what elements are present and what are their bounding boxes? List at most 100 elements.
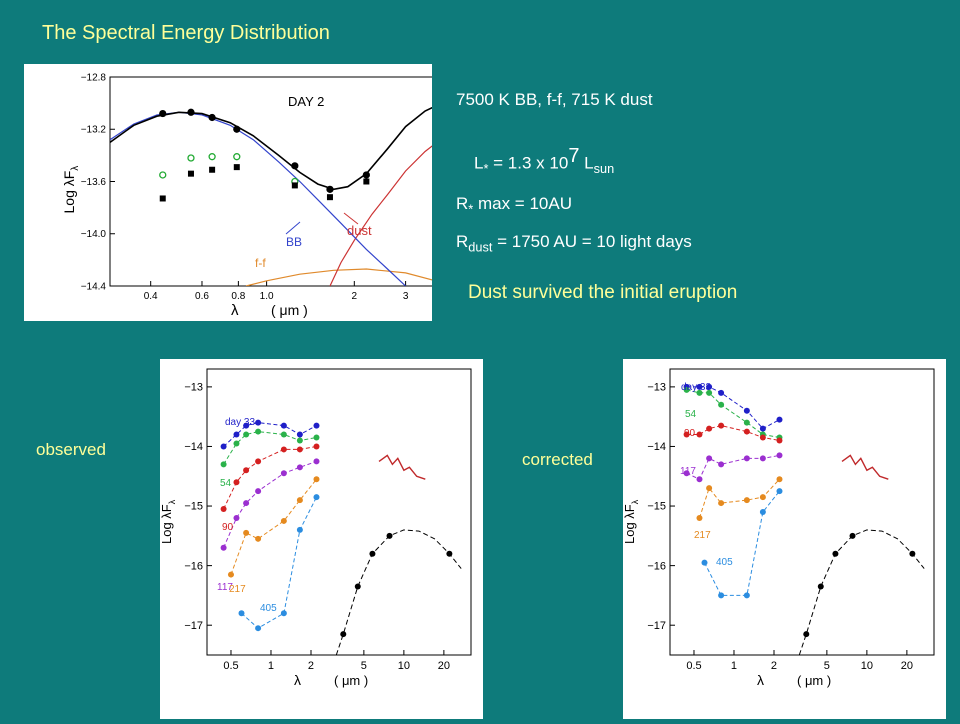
series-point bbox=[243, 431, 250, 438]
filled-circle-point bbox=[233, 125, 241, 133]
series-point bbox=[759, 434, 766, 441]
corrected-label: corrected bbox=[522, 450, 593, 469]
rstar-symbol: R bbox=[456, 194, 469, 213]
x-axis-symbol: λ bbox=[294, 672, 301, 688]
plot-frame bbox=[109, 76, 443, 287]
series-line bbox=[686, 389, 780, 438]
lum-unit: L bbox=[579, 153, 594, 173]
open-circle-point bbox=[159, 171, 167, 179]
filled-circle-point bbox=[187, 108, 195, 116]
series-point bbox=[718, 592, 725, 599]
series-point bbox=[743, 407, 750, 414]
x-tick-label: 0.4 bbox=[144, 291, 158, 302]
square-point bbox=[209, 166, 216, 173]
x-tick-label: 20 bbox=[438, 660, 450, 672]
series-point bbox=[313, 458, 320, 465]
x-tick-label: 0.5 bbox=[686, 660, 701, 672]
y-axis-label-main: Log λF bbox=[61, 171, 77, 214]
series-point bbox=[255, 625, 262, 632]
series-point bbox=[683, 431, 690, 438]
dust-point bbox=[817, 583, 824, 590]
rdust-line: Rdust = 1750 AU = 10 light days bbox=[456, 232, 692, 254]
series-point bbox=[313, 434, 320, 441]
x-axis-symbol: λ bbox=[757, 672, 764, 688]
x-axis-symbol: λ bbox=[231, 302, 239, 319]
series-point bbox=[313, 422, 320, 429]
series-point bbox=[243, 529, 250, 536]
dust-point bbox=[909, 550, 916, 557]
series-point bbox=[296, 526, 303, 533]
series-point bbox=[255, 488, 262, 495]
series-point bbox=[280, 470, 287, 477]
rstar-star: * bbox=[468, 201, 474, 217]
series-point bbox=[696, 389, 703, 396]
y-tick-label: −14 bbox=[184, 441, 203, 453]
series-point bbox=[718, 389, 725, 396]
x-axis-units: ( μm ) bbox=[271, 302, 308, 318]
series-point bbox=[743, 428, 750, 435]
series-label: day 33 bbox=[681, 382, 711, 393]
dust-point bbox=[386, 532, 393, 539]
chart-day2-panel: 0.4 0.6 0.8 1.0 2 3 −12.8 −13.2 −13.6 −14.0 −14.4 λ… bbox=[24, 64, 443, 321]
total-curve bbox=[110, 102, 442, 191]
open-circle-point bbox=[187, 154, 195, 162]
series-point bbox=[759, 509, 766, 515]
square-point bbox=[187, 170, 194, 177]
square-point bbox=[363, 178, 370, 185]
series-point bbox=[220, 461, 227, 468]
series-line bbox=[223, 460, 317, 548]
chart-observed-panel: 0.5 1 2 5 10 20 −13 −14 −15 −16 −17 λ( μm ) Log λFλ d… bbox=[159, 359, 483, 719]
y-tick-label: −16 bbox=[184, 560, 203, 572]
series-point bbox=[743, 419, 750, 426]
series-point bbox=[706, 455, 713, 462]
y-tick-label: −15 bbox=[647, 501, 666, 513]
y-tick-label: −17 bbox=[184, 620, 203, 632]
chart-corrected: 0.5 1 2 5 10 20−13−14−15−16−17λ( μm )Log λFλd… bbox=[622, 368, 935, 688]
ff-label: f-f bbox=[255, 256, 266, 270]
y-axis-label: Log λFλ bbox=[160, 499, 177, 544]
series-point bbox=[233, 440, 240, 447]
filled-circle-point bbox=[208, 113, 216, 122]
series-point bbox=[776, 476, 783, 483]
series-label: 217 bbox=[694, 530, 711, 541]
series-point bbox=[243, 422, 250, 429]
dust-point bbox=[369, 550, 376, 557]
series-point bbox=[743, 455, 750, 462]
x-tick-label: 2 bbox=[308, 660, 314, 672]
lum-exponent: 7 bbox=[568, 145, 580, 167]
y-tick-label: −15 bbox=[184, 501, 203, 513]
y-tick-label: −12.8 bbox=[81, 72, 107, 83]
dust-spectrum-line bbox=[841, 454, 889, 480]
series-point bbox=[233, 479, 240, 486]
dust-point bbox=[354, 583, 361, 590]
y-tick-label: −17 bbox=[647, 620, 666, 632]
filled-circle-point bbox=[159, 109, 167, 118]
dust-label: dust bbox=[347, 223, 372, 238]
y-tick-label: −13.6 bbox=[81, 177, 107, 188]
y-tick-label: −14.0 bbox=[81, 229, 107, 240]
series-point bbox=[243, 467, 250, 474]
x-tick-label: 0.8 bbox=[231, 291, 245, 302]
y-tick-label: −13 bbox=[184, 382, 203, 394]
series-point bbox=[706, 383, 713, 390]
x-tick-label: 1 bbox=[268, 660, 274, 672]
x-tick-label: 1 bbox=[731, 660, 737, 672]
luminosity-line: L* = 1.3 x 107 Lsun bbox=[474, 145, 614, 176]
series-point bbox=[280, 431, 287, 438]
y-tick-label: −14.4 bbox=[81, 281, 107, 292]
series-point bbox=[280, 422, 287, 429]
series-line bbox=[241, 496, 317, 629]
series-point bbox=[280, 517, 287, 524]
series-point bbox=[255, 419, 262, 426]
series-label: 217 bbox=[229, 584, 246, 595]
series-point bbox=[718, 500, 725, 507]
series-point bbox=[296, 431, 303, 438]
series-point bbox=[296, 464, 303, 471]
dust-fit-line bbox=[335, 529, 462, 655]
conclusion-text: Dust survived the initial eruption bbox=[468, 282, 738, 303]
dust-point bbox=[832, 550, 839, 557]
rdust-value: = 1750 AU = 10 light days bbox=[492, 232, 692, 251]
plot-frame bbox=[206, 368, 472, 656]
series-label: 405 bbox=[716, 557, 733, 568]
series-point bbox=[683, 386, 690, 393]
